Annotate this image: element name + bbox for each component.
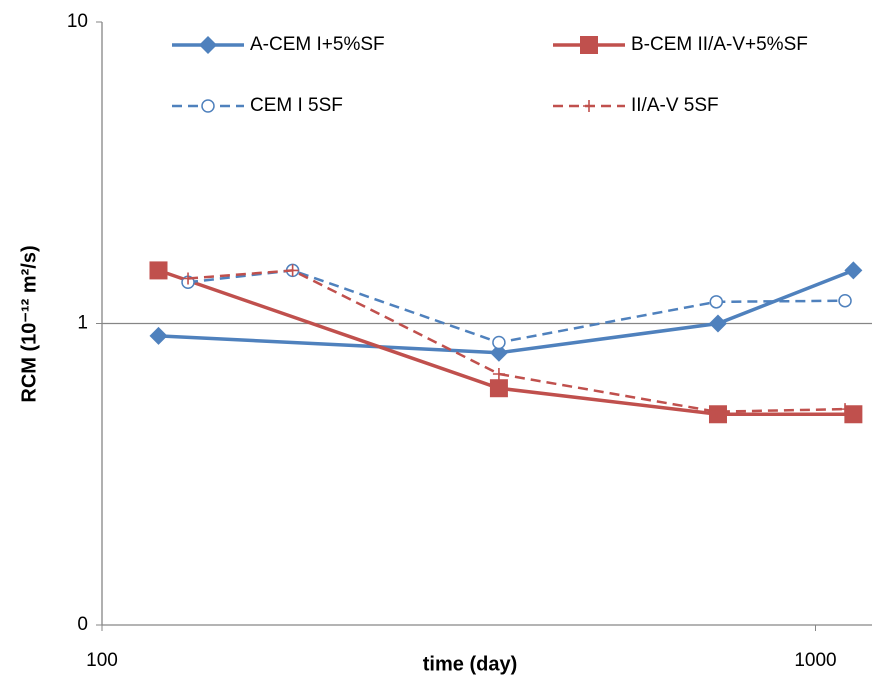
data-point — [708, 314, 727, 333]
data-point — [710, 405, 723, 418]
legend-label: CEM I 5SF — [250, 95, 343, 116]
data-point — [489, 379, 508, 398]
legend-marker — [583, 100, 595, 112]
legend-label: II/A-V 5SF — [631, 95, 719, 116]
series-line — [158, 268, 855, 355]
data-point — [839, 403, 852, 416]
data-point — [844, 261, 863, 280]
series-line — [187, 269, 846, 344]
y-tick-label: 0 — [77, 614, 88, 635]
x-axis-label: time (day) — [423, 653, 517, 675]
data-point — [492, 335, 506, 350]
data-point — [182, 272, 195, 285]
y-tick-label: 10 — [67, 11, 88, 32]
data-point — [489, 343, 508, 362]
legend-marker — [580, 36, 598, 54]
data-point — [708, 405, 727, 424]
data-point — [709, 295, 724, 309]
x-tick-label: 1000 — [794, 650, 836, 671]
data-point — [492, 367, 505, 380]
data-point — [838, 293, 852, 308]
legend-marker — [199, 36, 217, 54]
legend-label: B-CEM II/A-V+5%SF — [631, 34, 808, 55]
data-point — [149, 326, 168, 345]
legend-label: A-CEM I+5%SF — [250, 34, 385, 55]
data-point — [149, 261, 168, 280]
series-line — [157, 268, 854, 417]
legend-marker — [201, 99, 215, 113]
data-point — [844, 405, 863, 424]
series-line — [187, 269, 846, 413]
y-tick-label: 1 — [77, 313, 88, 334]
data-point — [286, 264, 299, 277]
x-tick-label: 100 — [86, 650, 118, 671]
y-axis-label: RCM (10⁻¹² m²/s) — [18, 245, 40, 402]
